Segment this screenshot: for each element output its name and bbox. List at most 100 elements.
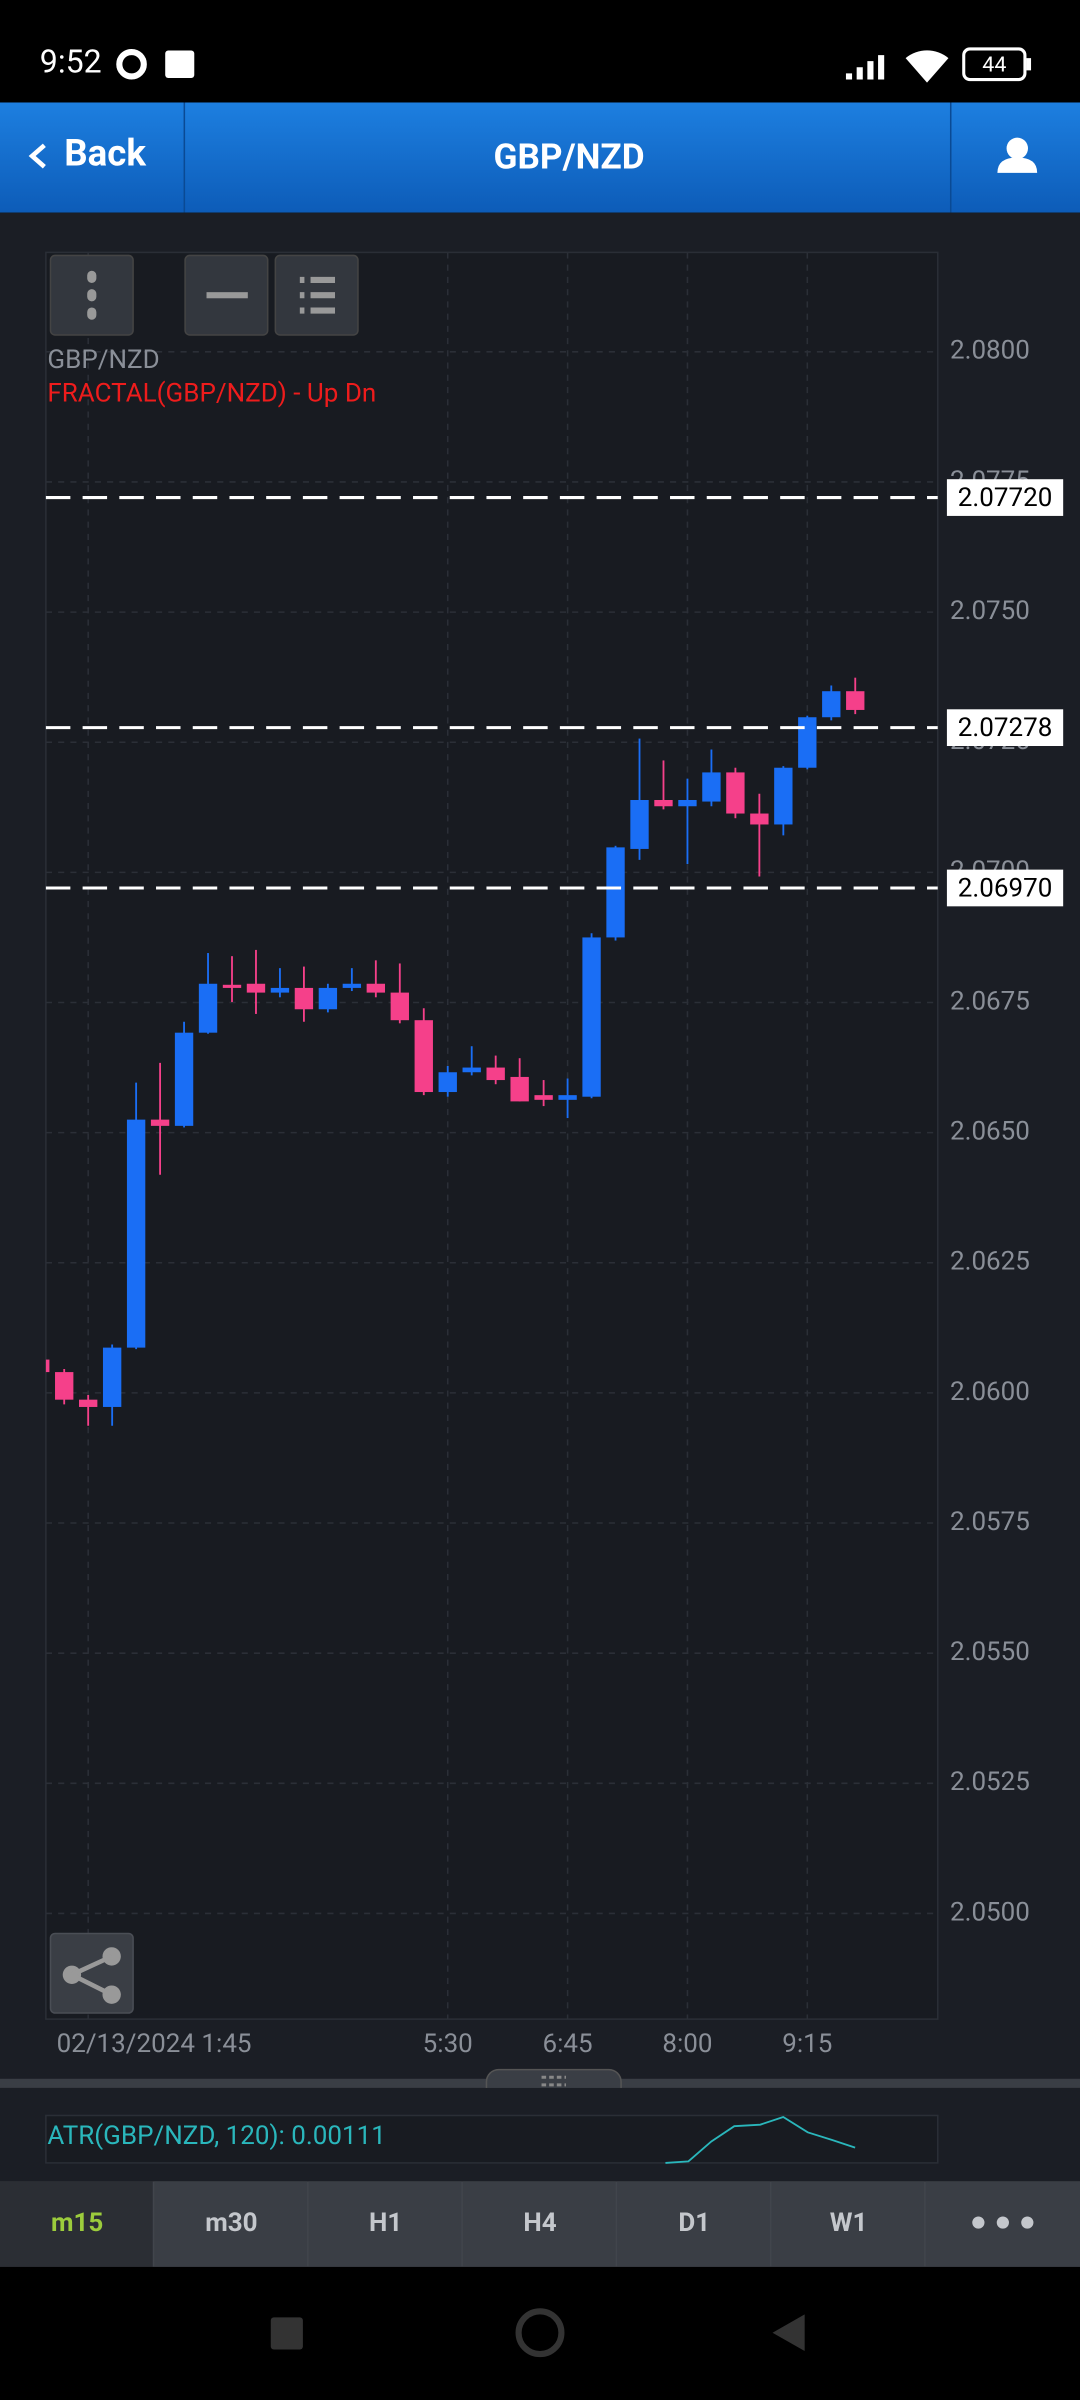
timeframe-tab[interactable] xyxy=(0,2181,153,2267)
nav-back-button[interactable] xyxy=(772,2314,805,2352)
candle-body xyxy=(534,1095,553,1100)
candle-body xyxy=(45,1359,50,1373)
x-tick-label: 8:00 xyxy=(662,2029,712,2059)
candle-body xyxy=(126,1119,146,1348)
candle-body xyxy=(270,987,290,993)
status-time: 9:52 xyxy=(40,43,102,81)
indicator-label: FRACTAL(GBP/NZD) - Up Dn xyxy=(47,379,376,409)
nav-bar xyxy=(0,2266,1080,2400)
price-line-label: 2.07720 xyxy=(958,483,1053,513)
price-line-tag xyxy=(946,869,1064,907)
indicator-frame xyxy=(45,2114,939,2164)
account-icon xyxy=(997,157,1038,173)
status-icon xyxy=(116,48,147,80)
timeframe-label: m15 xyxy=(51,2208,103,2238)
more-dot xyxy=(972,2216,985,2229)
x-tick-label: 6:45 xyxy=(543,2029,593,2059)
candle-body xyxy=(750,813,769,825)
candle-body xyxy=(414,1020,433,1093)
list-icon xyxy=(299,276,336,314)
y-tick-label: 2.0550 xyxy=(950,1637,1030,1667)
candle-body xyxy=(150,1119,170,1126)
timeframe-label: H1 xyxy=(369,2208,402,2238)
plot-frame xyxy=(45,251,939,2020)
y-tick-label: 2.0675 xyxy=(950,986,1030,1016)
signal-icon xyxy=(845,55,885,80)
candle-body xyxy=(246,983,266,993)
candle-body xyxy=(222,984,242,988)
price-line-label: 2.06970 xyxy=(958,873,1053,903)
candle-body xyxy=(846,691,865,710)
timeframe-tab[interactable] xyxy=(617,2181,770,2267)
battery-icon xyxy=(962,47,1027,82)
candle-body xyxy=(78,1399,98,1407)
timeframe-tab[interactable] xyxy=(771,2181,925,2267)
line-icon xyxy=(206,292,248,299)
candle-body xyxy=(774,767,793,825)
axis: 2.08002.07752.07502.07252.07002.06752.06… xyxy=(57,336,1030,2059)
price-line-tag xyxy=(946,709,1064,747)
timeframe-tab[interactable] xyxy=(462,2181,616,2267)
candle-body xyxy=(342,983,362,988)
symbol-label: GBP/NZD xyxy=(47,345,159,375)
header xyxy=(0,102,1080,213)
indicator-value: ATR(GBP/NZD, 120): 0.00111 xyxy=(47,2121,385,2151)
wifi-icon xyxy=(905,50,949,83)
grid xyxy=(45,252,938,2020)
x-tick-label: 02/13/2024 1:45 xyxy=(57,2029,252,2059)
more-dot xyxy=(1021,2216,1034,2229)
account-button[interactable] xyxy=(997,137,1038,173)
candle-body xyxy=(102,1347,122,1407)
candle-body xyxy=(582,937,601,1097)
timeframe-tab[interactable] xyxy=(154,2181,308,2267)
y-tick-label: 2.0625 xyxy=(950,1247,1030,1277)
timeframe-label: D1 xyxy=(678,2208,710,2238)
battery-icon xyxy=(1026,58,1032,71)
back-button[interactable]: Back xyxy=(28,132,146,175)
timeframe-label: m30 xyxy=(205,2208,257,2238)
x-tick-label: 9:15 xyxy=(782,2029,832,2059)
back-chevron xyxy=(28,143,46,169)
status-icon xyxy=(165,50,195,79)
y-tick-label: 2.0750 xyxy=(950,596,1030,626)
candle-body xyxy=(510,1076,529,1102)
y-tick-label: 2.0500 xyxy=(950,1897,1030,1927)
price-line-label: 2.07278 xyxy=(958,713,1053,743)
home-button[interactable] xyxy=(515,2308,565,2358)
candle-body xyxy=(654,800,673,807)
timeframe-tabs: m15 m30 H1 H4 D1 W1 xyxy=(0,2181,1080,2267)
atr-line xyxy=(665,2116,856,2164)
header-title: GBP/NZD xyxy=(493,135,644,177)
candle-body xyxy=(366,983,386,993)
back-label: Back xyxy=(64,132,146,175)
price-line-tag xyxy=(946,479,1064,516)
candle-body xyxy=(174,1032,194,1126)
candle-body xyxy=(798,717,817,768)
candle-body xyxy=(486,1067,505,1081)
candle-body xyxy=(702,772,721,802)
timeframe-label: W1 xyxy=(830,2208,868,2238)
candle-body xyxy=(318,987,338,1010)
candle-body xyxy=(294,987,314,1010)
recents-button[interactable] xyxy=(270,2317,303,2350)
timeframe-label: H4 xyxy=(523,2208,556,2238)
status-bar xyxy=(0,0,1080,103)
candle-body xyxy=(630,800,649,849)
candle-body xyxy=(390,992,409,1021)
candle-body xyxy=(726,772,745,814)
y-tick-label: 2.0650 xyxy=(950,1117,1030,1147)
price-lines: 2.07720 2.07278 2.06970 xyxy=(45,479,1064,907)
candle-body xyxy=(558,1095,577,1100)
y-tick-label: 2.0800 xyxy=(950,336,1030,366)
timeframe-tab[interactable] xyxy=(308,2181,462,2267)
candle-body xyxy=(462,1067,481,1073)
candle-body xyxy=(438,1072,457,1093)
share-icon xyxy=(70,1954,113,1997)
candle-body xyxy=(55,1372,74,1400)
y-tick-label: 2.0575 xyxy=(950,1507,1030,1537)
candle-body xyxy=(606,847,625,938)
x-tick-label: 5:30 xyxy=(423,2029,473,2059)
battery-level: 44 xyxy=(982,52,1006,77)
candle-body xyxy=(822,691,841,718)
